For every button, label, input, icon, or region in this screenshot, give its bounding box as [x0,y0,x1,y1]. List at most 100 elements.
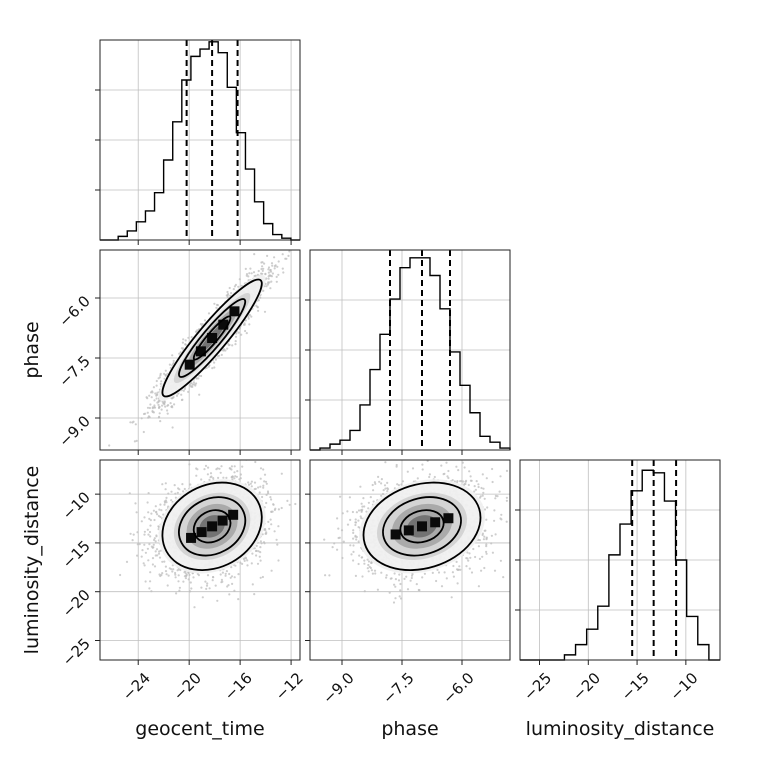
scatter-point [250,562,253,565]
scatter-point [173,484,176,487]
scatter-point [262,486,265,489]
scatter-point [168,363,171,366]
scatter-point [182,389,185,392]
scatter-point [171,570,174,573]
scatter-point [228,286,231,290]
scatter-point [133,440,136,443]
scatter-point [206,582,209,585]
scatter-point [227,584,230,587]
scatter-point [172,359,175,362]
scatter-point [244,329,247,333]
scatter-point [230,476,233,479]
scatter-point [221,571,224,574]
scatter-point [261,265,264,268]
scatter-point [203,468,206,471]
scatter-point [159,382,162,385]
scatter-point [254,460,257,464]
scatter-point [243,559,246,563]
scatter-point [207,466,210,469]
scatter-point [178,352,181,355]
scatter-point [264,532,267,535]
scatter-point [162,402,166,405]
scatter-point [200,478,203,481]
scatter-point [208,364,211,367]
scatter-point [265,493,268,496]
scatter-point [209,472,213,475]
scatter-point [149,403,152,406]
scatter-point [258,491,261,494]
scatter-point [129,421,132,424]
scatter-point [259,559,262,562]
scatter-point [277,273,280,276]
scatter-point [155,397,158,400]
scatter-point [142,412,146,416]
scatter-point [259,540,262,543]
scatter-point [265,482,268,485]
scatter-point [131,539,134,542]
scatter-point [203,319,207,322]
scatter-point [259,467,263,470]
density-core-bin [218,319,229,330]
scatter-point [259,551,262,554]
scatter-point [270,569,273,572]
scatter-point [228,343,231,346]
scatter-point [164,565,167,568]
scatter-point [263,480,266,483]
scatter-point [244,267,247,270]
scatter-point [225,294,228,297]
scatter-point [199,323,202,326]
scatter-point [161,572,164,575]
scatter-point [149,571,152,574]
scatter-point [140,520,143,523]
scatter-point [151,406,154,409]
scatter-point [171,396,174,399]
scatter-point [237,285,240,288]
scatter-point [233,589,236,592]
scatter-point [226,290,229,294]
scatter-point [205,587,208,591]
scatter-point [157,403,160,406]
scatter-point [155,511,158,514]
scatter-point [164,488,167,491]
scatter-point [156,513,159,516]
scatter-point [176,569,179,572]
scatter-point [187,336,190,339]
scatter-point [216,599,219,602]
scatter-point [247,483,251,486]
scatter-point [136,531,139,534]
scatter-point [141,549,144,552]
scatter-point [148,543,151,546]
scatter-point [262,289,265,292]
scatter-point [150,545,153,548]
scatter-point [191,383,194,386]
scatter-point [204,464,208,467]
scatter-point [239,561,242,564]
scatter-point [161,483,164,486]
scatter-point [277,525,280,528]
scatter-point [246,564,249,567]
scatter-point [143,516,146,519]
scatter-point [208,587,211,590]
histogram-luminosity_distance [520,469,720,661]
scatter-point [153,399,156,402]
scatter-point [253,547,256,550]
scatter-point [265,277,268,280]
scatter-point [178,586,181,589]
scatter-point [260,267,263,271]
scatter-point [167,492,170,495]
scatter-point [152,543,155,546]
scatter-point [268,527,271,530]
scatter-point [190,587,193,590]
scatter-point [255,554,258,557]
scatter-point [245,273,249,276]
scatter-point [251,583,254,586]
scatter-point [293,243,295,245]
scatter-point [158,406,161,409]
scatter-point [259,546,262,549]
scatter-point [262,541,266,544]
density-geocent_time-phase [108,243,295,450]
scatter-point [201,323,204,326]
scatter-point [180,393,183,396]
scatter-point [253,253,256,256]
scatter-point [160,509,163,512]
